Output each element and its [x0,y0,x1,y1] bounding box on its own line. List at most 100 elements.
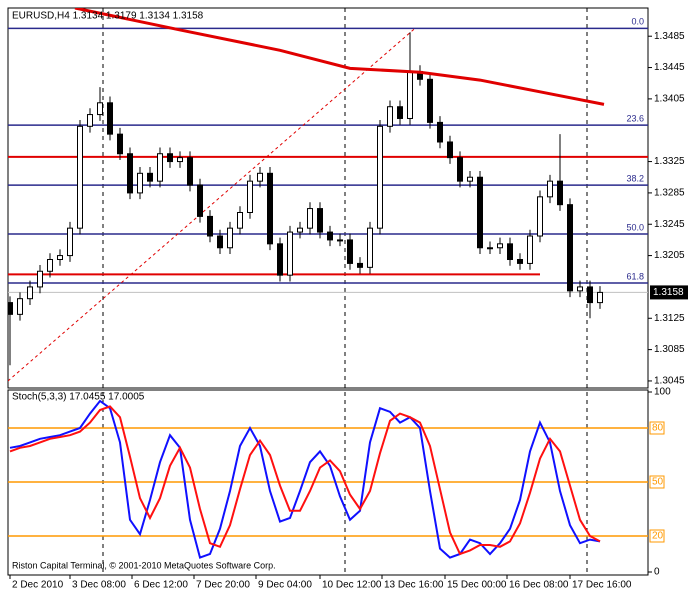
main-panel [7,7,649,389]
x-tick-label: 10 Dec 12:00 [322,580,382,591]
candle-body [237,211,243,229]
y-tick-label: 1.3405 [654,94,685,105]
level-label: 20 [652,531,664,542]
candle-body [207,215,213,237]
candle-body [357,262,363,268]
level-box [649,421,665,435]
stoch-plot [8,399,648,559]
x-tick-label: 6 Dec 12:00 [134,580,188,591]
x-tick-label: 13 Dec 16:00 [384,580,444,591]
y-tick-label: 0 [654,567,660,578]
candle-body [457,157,463,182]
candle-body [117,133,123,155]
y-tick-label: 1.3085 [654,344,685,355]
stoch-title: Stoch(5,3,3) 17.0455 17.0005 [12,392,145,403]
candle-body [507,243,513,261]
y-tick-label: 1.3285 [654,188,685,199]
candle-body [387,106,393,127]
fibo-label: 61.8 [626,271,644,281]
candle-body [377,125,383,229]
x-tick-label: 9 Dec 04:00 [258,580,312,591]
candle-body [367,227,373,268]
candle-body [157,153,163,182]
candle-body [127,153,133,194]
candle-body [537,196,543,237]
candle-body [557,180,563,206]
y-tick-label: 1.3325 [654,156,685,167]
candle-body [47,259,53,272]
last-price-box [650,285,688,300]
fibo-label: 23.6 [626,114,644,124]
fibo-label: 0.0 [631,17,644,27]
y-tick-label: 1.3205 [654,250,685,261]
footer: Riston Capital Terminal, © 2001-2010 Met… [12,560,276,570]
candle-body [97,102,103,116]
candle-body [107,102,113,135]
level-box [649,529,665,543]
fibo-label: 50.0 [626,222,644,232]
x-tick-label: 17 Dec 16:00 [572,580,632,591]
candle-body [227,227,233,249]
candle-body [287,231,293,276]
moving-average [74,8,605,106]
candle-body [497,243,503,249]
x-tick-label: 15 Dec 00:00 [447,580,507,591]
candle-body [167,153,173,163]
candle-body [407,70,413,119]
fibo-label: 38.2 [626,173,644,183]
candle-body [577,286,583,292]
candle-body [277,243,283,276]
candle-body [8,302,13,315]
candle-body [67,227,73,257]
candle-body [467,176,473,182]
candle-body [147,172,153,182]
chart-title: EURUSD,H4 1.3134 1.3179 1.3134 1.3158 [12,11,204,22]
candle-body [427,78,433,123]
labels: EURUSD,H4 1.3134 1.3179 1.3134 1.3158 1.3… [9,11,688,591]
last-price-label: 1.3158 [653,287,684,298]
level-label: 80 [652,423,664,434]
candle-body [77,125,83,229]
candle-body [447,141,453,159]
candle-body [337,239,343,242]
candle-body [527,235,533,264]
candle-body [217,235,223,249]
candle-body [27,286,33,300]
candle-body [547,180,553,198]
candle-body [257,172,263,182]
candle-body [297,227,303,233]
candle-body [197,184,203,217]
candle-body [587,286,593,304]
candle-body [37,270,43,288]
candle-body [567,204,573,292]
x-tick-label: 3 Dec 08:00 [72,580,126,591]
stoch-line [9,405,601,556]
candle-body [347,239,353,264]
level-box [649,475,665,489]
candle-body [57,255,63,261]
x-tick-label: 16 Dec 08:00 [509,580,569,591]
candle-body [437,121,443,143]
x-tick-label: 7 Dec 20:00 [196,580,250,591]
y-tick-label: 1.3445 [654,62,685,73]
candle-body [247,180,253,213]
candle-body [137,172,143,194]
y-tick-label: 100 [654,387,671,398]
candle-body [87,114,93,127]
candle-body [187,157,193,186]
candle-body [177,157,183,163]
level-label: 50 [652,477,664,488]
candle-body [517,259,523,264]
y-tick-label: 1.3245 [654,219,685,230]
y-tick-label: 1.3045 [654,376,685,387]
main-plot [8,8,648,382]
candle-body [267,172,273,245]
x-tick-label: 2 Dec 2010 [12,580,64,591]
candle-body [487,247,493,250]
y-tick-label: 1.3125 [654,313,685,324]
candle-body [17,298,23,315]
candle-body [397,106,403,119]
candle-body [477,176,483,249]
candle-body [307,208,313,229]
